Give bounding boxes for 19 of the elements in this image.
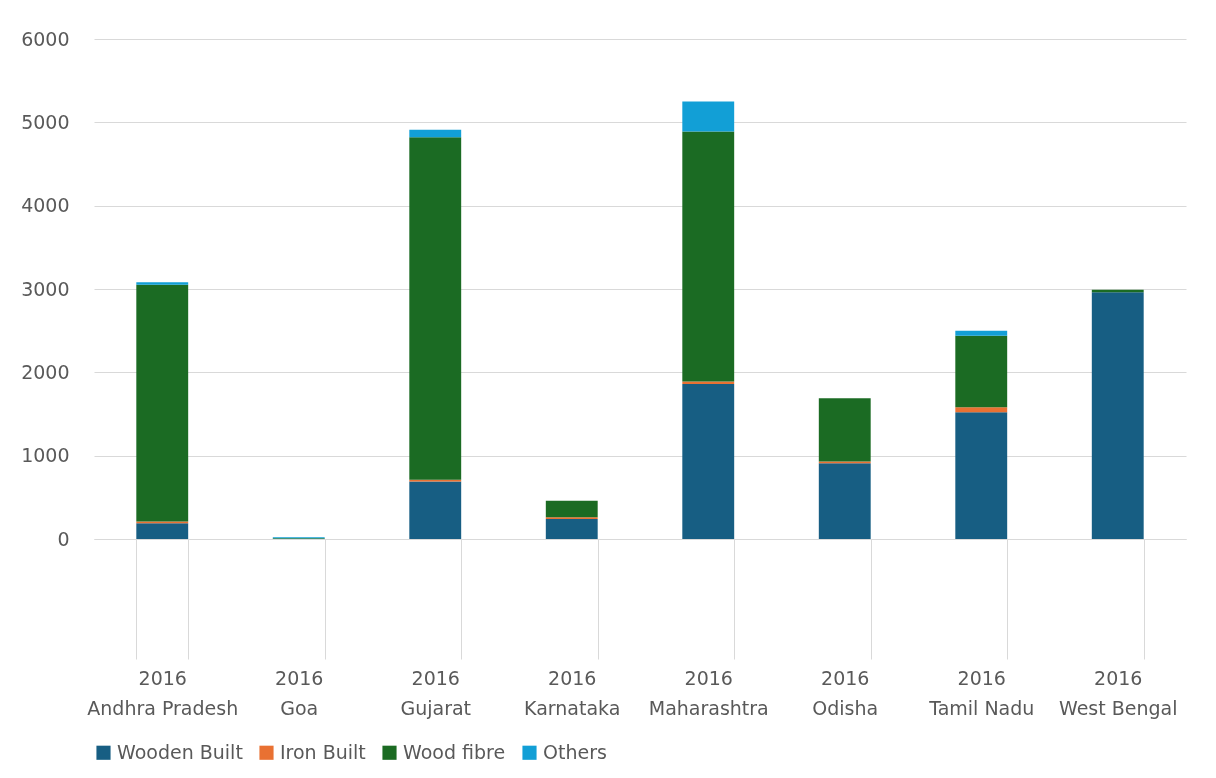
legend-label: Iron Built — [280, 740, 366, 763]
x-tick-label: 2016 West Bengal — [1059, 666, 1178, 719]
x-tick-label: 2016 Gujarat — [400, 666, 472, 719]
y-tick-label: 2000 — [21, 360, 70, 383]
x-tick-label: 2016 Karnataka — [524, 666, 621, 719]
y-tick-label: 1000 — [21, 444, 70, 467]
legend-label: Wooden Built — [117, 740, 243, 763]
legend-label: Wood fibre — [403, 740, 506, 763]
x-tick-label: 2016 Odisha — [812, 666, 879, 719]
x-tick-label: 2016 Maharashtra — [648, 666, 769, 719]
legend-label: Others — [543, 740, 607, 763]
y-tick-label: 0 — [57, 527, 70, 550]
y-tick-label: 3000 — [21, 277, 70, 300]
x-tick-label: 2016 Tamil Nadu — [928, 666, 1035, 719]
x-tick-label: 2016 Goa — [275, 666, 324, 719]
y-tick-label: 6000 — [21, 27, 70, 50]
x-tick-label: 2016 Andhra Pradesh — [87, 666, 239, 719]
y-tick-label: 4000 — [21, 194, 70, 217]
y-tick-label: 5000 — [21, 110, 70, 133]
